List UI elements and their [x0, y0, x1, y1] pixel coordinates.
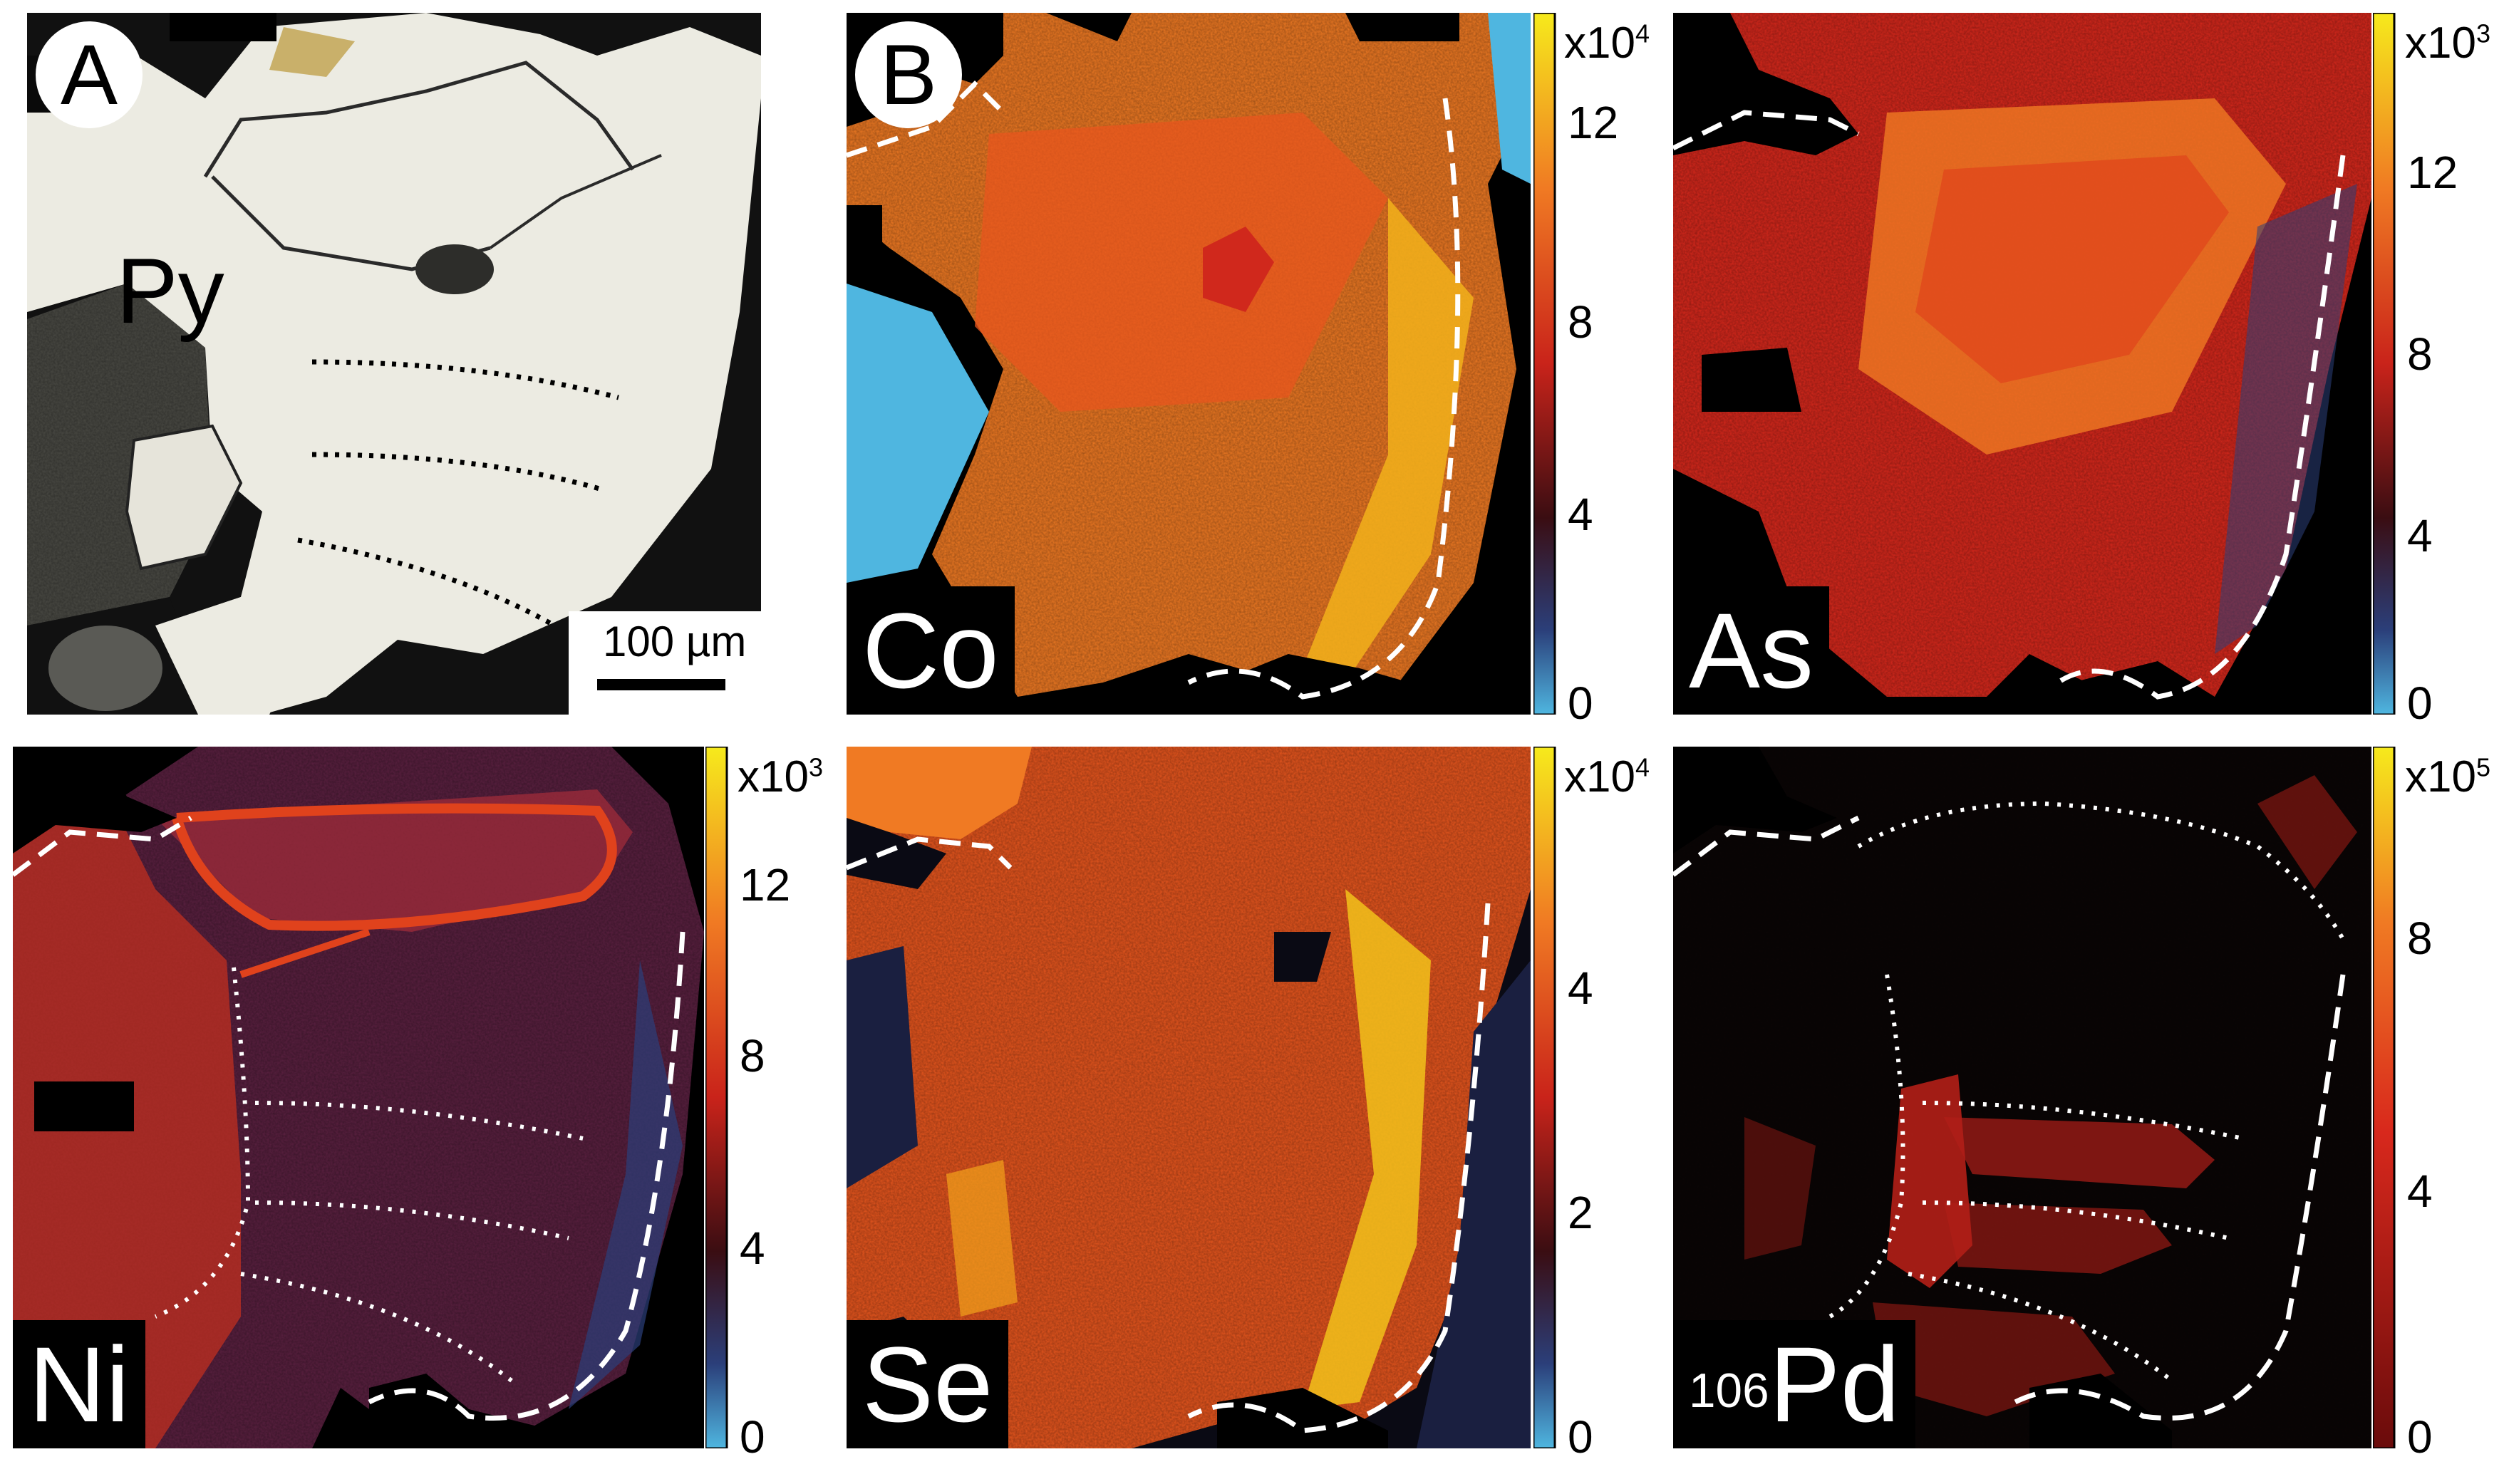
colorbar-ni-tick: 12: [740, 859, 791, 910]
colorbar-ni-tick: 4: [740, 1223, 765, 1274]
colorbar-co-tick: 12: [1568, 97, 1619, 148]
colorbar-as-tick: 8: [2407, 328, 2433, 380]
map-se: Se: [847, 747, 1531, 1448]
colorbar-pd-tick: 0: [2407, 1411, 2433, 1463]
colorbar-as-multiplier: x103: [2405, 19, 2490, 68]
colorbar-ni-tick: 0: [740, 1411, 765, 1463]
colorbar-co-tick: 0: [1568, 678, 1593, 729]
colorbar-as-tick: 12: [2407, 147, 2458, 198]
colorbar-pd-tick: 4: [2407, 1166, 2433, 1217]
colorbar-se-multiplier: x104: [1564, 752, 1650, 801]
colorbar-se-tick: 2: [1568, 1187, 1593, 1238]
map-pd: 106Pd: [1673, 747, 2371, 1448]
map-co: B Co: [847, 13, 1531, 715]
scale-bar-label: 100 µm: [597, 617, 752, 666]
colorbar-se-tick: 4: [1568, 962, 1593, 1014]
scale-bar: 100 µm: [569, 611, 761, 715]
colorbar-ni-tick: 8: [740, 1030, 765, 1081]
colorbar-co-tick: 4: [1568, 489, 1593, 540]
colorbar-pd-multiplier: x105: [2405, 752, 2490, 801]
colorbar-as-tick: 0: [2407, 678, 2433, 729]
element-label-ni: Ni: [13, 1320, 145, 1448]
panel-a-reflected-light-image: A Py 100 µm: [27, 13, 761, 715]
colorbar-pd-tick: 8: [2407, 913, 2433, 964]
element-label-co: Co: [847, 586, 1015, 715]
colorbar-as-tick: 4: [2407, 510, 2433, 561]
colorbar-as: [2371, 11, 2399, 716]
panel-b-badge: B: [855, 21, 962, 128]
colorbar-se-tick: 0: [1568, 1411, 1593, 1463]
colorbar-co-multiplier: x104: [1564, 19, 1650, 68]
element-label-se: Se: [847, 1320, 1009, 1448]
colorbar-pd: [2371, 745, 2399, 1450]
colorbar-ni: [704, 745, 731, 1450]
colorbar-ni-multiplier: x103: [738, 752, 823, 801]
element-label-as: As: [1673, 586, 1830, 715]
scale-bar-line: [597, 679, 725, 690]
map-as: As: [1673, 13, 2371, 715]
element-label-pd: 106Pd: [1673, 1320, 1916, 1448]
pyrite-label: Py: [116, 239, 224, 343]
colorbar-se: [1532, 745, 1559, 1450]
colorbar-co: [1532, 11, 1559, 716]
map-ni: Ni: [13, 747, 704, 1448]
colorbar-co-tick: 8: [1568, 296, 1593, 348]
panel-a-badge: A: [36, 21, 143, 128]
